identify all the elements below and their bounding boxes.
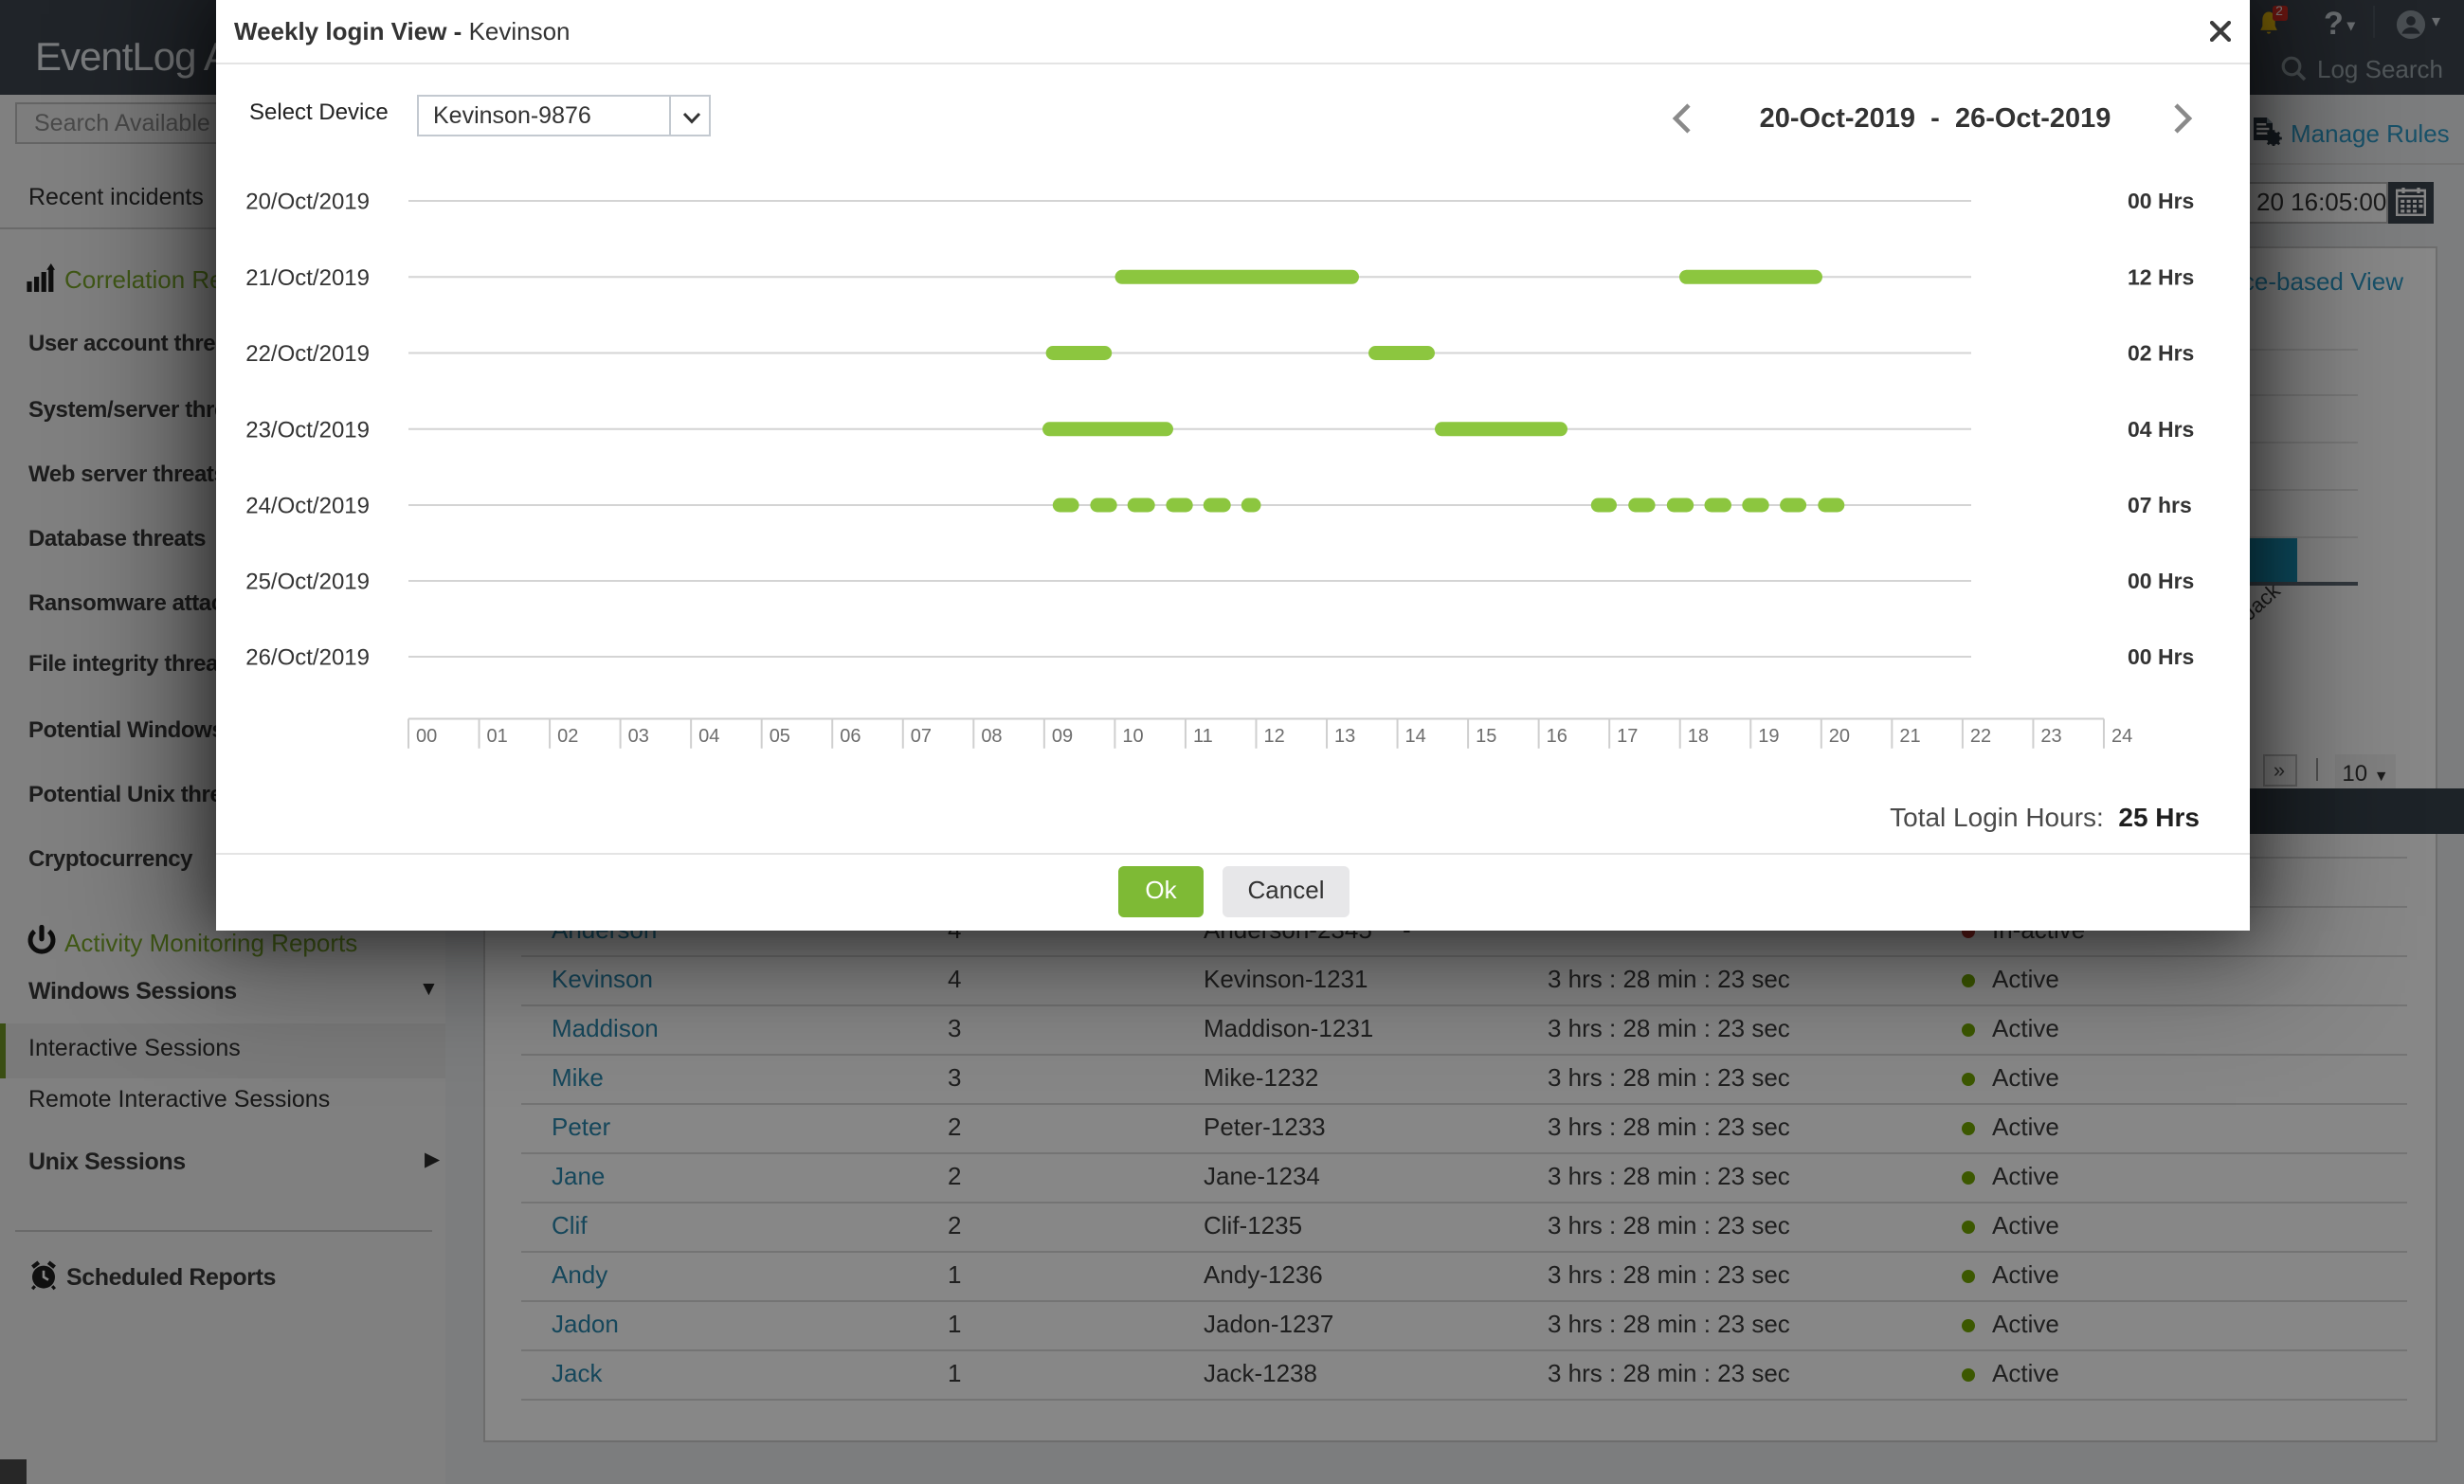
svg-text:15: 15 <box>1476 726 1496 747</box>
svg-text:04 Hrs: 04 Hrs <box>2128 417 2194 442</box>
svg-text:00 Hrs: 00 Hrs <box>2128 569 2194 593</box>
svg-text:06: 06 <box>840 726 861 747</box>
svg-text:20/Oct/2019: 20/Oct/2019 <box>245 190 370 215</box>
svg-text:20: 20 <box>1829 726 1850 747</box>
svg-text:22: 22 <box>1970 726 1991 747</box>
svg-text:13: 13 <box>1334 726 1355 747</box>
svg-text:14: 14 <box>1405 726 1426 747</box>
svg-text:03: 03 <box>628 726 649 747</box>
svg-text:25/Oct/2019: 25/Oct/2019 <box>245 570 370 595</box>
svg-text:10: 10 <box>1122 726 1143 747</box>
svg-text:02 Hrs: 02 Hrs <box>2128 341 2194 366</box>
svg-text:02: 02 <box>557 726 578 747</box>
svg-text:23: 23 <box>2040 726 2061 747</box>
svg-text:01: 01 <box>487 726 508 747</box>
svg-text:05: 05 <box>770 726 790 747</box>
svg-text:04: 04 <box>698 726 719 747</box>
svg-text:12 Hrs: 12 Hrs <box>2128 265 2194 290</box>
svg-text:07: 07 <box>911 726 932 747</box>
svg-text:16: 16 <box>1547 726 1567 747</box>
svg-text:19: 19 <box>1758 726 1779 747</box>
svg-text:00 Hrs: 00 Hrs <box>2128 644 2194 669</box>
svg-text:24/Oct/2019: 24/Oct/2019 <box>245 494 370 519</box>
svg-text:08: 08 <box>981 726 1002 747</box>
svg-text:12: 12 <box>1263 726 1284 747</box>
svg-text:21: 21 <box>1899 726 1920 747</box>
svg-text:00: 00 <box>416 726 437 747</box>
svg-text:23/Oct/2019: 23/Oct/2019 <box>245 417 370 443</box>
svg-text:24: 24 <box>2111 726 2132 747</box>
svg-text:11: 11 <box>1193 726 1213 747</box>
svg-text:09: 09 <box>1052 726 1073 747</box>
svg-text:26/Oct/2019: 26/Oct/2019 <box>245 645 370 671</box>
svg-text:00 Hrs: 00 Hrs <box>2128 189 2194 213</box>
svg-text:17: 17 <box>1617 726 1638 747</box>
svg-text:18: 18 <box>1688 726 1709 747</box>
svg-text:07 hrs: 07 hrs <box>2128 493 2192 517</box>
svg-text:22/Oct/2019: 22/Oct/2019 <box>245 341 370 367</box>
svg-text:21/Oct/2019: 21/Oct/2019 <box>245 265 370 291</box>
